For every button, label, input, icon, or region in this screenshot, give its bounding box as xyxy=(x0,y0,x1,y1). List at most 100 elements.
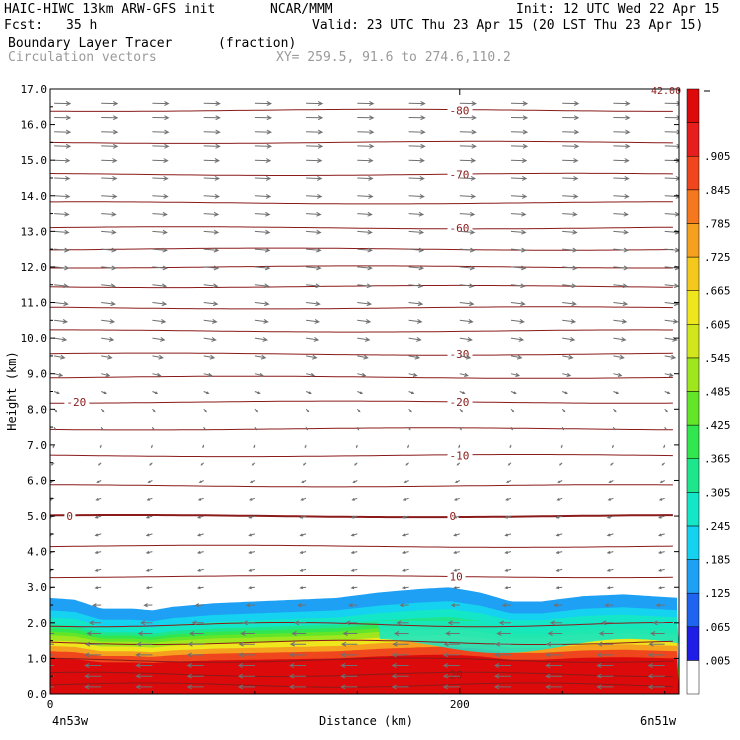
wind-vector xyxy=(254,193,272,199)
wind-vector xyxy=(664,354,677,360)
wind-vector xyxy=(545,663,563,668)
colorbar-swatch xyxy=(686,290,700,325)
wind-vector xyxy=(203,318,218,324)
wind-vector xyxy=(101,129,119,135)
wind-vector xyxy=(664,247,679,253)
wind-vector xyxy=(562,265,578,271)
wind-vector xyxy=(401,586,409,590)
colorbar-label: .605 xyxy=(704,318,731,331)
wind-vector xyxy=(137,631,153,636)
wind-vector xyxy=(186,673,204,679)
wind-vector xyxy=(510,426,513,431)
wind-vector xyxy=(612,426,616,431)
wind-vector xyxy=(658,550,665,554)
wind-vector xyxy=(101,115,119,121)
wind-vector xyxy=(649,631,665,636)
isotherm-label: -70 xyxy=(450,168,470,181)
y-tick-label: 1.0 xyxy=(27,652,47,665)
wind-vector xyxy=(355,444,358,449)
wind-vector xyxy=(562,193,579,199)
y-tick-label: 8.0 xyxy=(27,403,47,416)
wind-vector xyxy=(647,652,665,658)
colorbar-label: .905 xyxy=(704,150,731,163)
wind-vector xyxy=(562,143,580,149)
wind-vector xyxy=(357,115,375,121)
wind-vector xyxy=(408,372,418,377)
wind-vector xyxy=(408,301,424,307)
wind-vector xyxy=(657,586,665,590)
wind-vector xyxy=(101,175,118,181)
wind-vector xyxy=(202,444,205,449)
wind-vector xyxy=(54,247,70,253)
wind-vector xyxy=(408,129,426,135)
wind-vector xyxy=(493,673,511,679)
wind-vector xyxy=(152,158,169,163)
wind-vector xyxy=(288,663,307,668)
wind-vector xyxy=(94,550,102,554)
wind-vector xyxy=(357,354,369,360)
wind-vector xyxy=(613,175,630,181)
wind-vector xyxy=(342,631,358,636)
wind-vector xyxy=(408,354,421,360)
wind-vector xyxy=(356,408,361,413)
wind-vector xyxy=(453,550,460,554)
wind-vector xyxy=(459,318,474,324)
wind-vector xyxy=(408,158,425,163)
isotherm-label-bg xyxy=(447,396,473,408)
wind-vector xyxy=(145,515,153,519)
wind-vector xyxy=(442,652,460,658)
wind-vector xyxy=(53,372,64,377)
wind-vector xyxy=(443,641,460,647)
wind-vector xyxy=(186,684,204,690)
vectors-label: Circulation vectors xyxy=(8,50,157,65)
wind-vector xyxy=(84,673,102,679)
wind-vector xyxy=(510,391,517,395)
wind-vector xyxy=(98,462,102,466)
colorbar-swatch xyxy=(686,592,700,628)
wind-vector xyxy=(505,497,512,501)
wind-vector xyxy=(203,101,221,106)
wind-vector xyxy=(254,283,270,289)
isotherm-line xyxy=(50,201,673,205)
colorbar: .005 .065 .125 .185 .245 .305 .365 .425 .485 .545… xyxy=(686,88,731,695)
wind-vector xyxy=(613,211,629,217)
wind-vector xyxy=(254,336,268,342)
wind-vector xyxy=(248,515,256,519)
wind-vector xyxy=(197,497,204,501)
wind-vector xyxy=(396,620,409,626)
wind-vector xyxy=(608,480,614,483)
wind-vector xyxy=(135,663,153,668)
wind-vector xyxy=(510,336,525,342)
wind-vector xyxy=(459,101,477,106)
wind-vector xyxy=(135,684,153,690)
wind-vector xyxy=(510,265,527,271)
wind-vector xyxy=(152,175,169,181)
wind-vector xyxy=(194,603,204,608)
wind-vector xyxy=(101,229,117,235)
y-tick-label: 4.0 xyxy=(27,546,47,559)
wind-vector xyxy=(306,283,321,289)
wind-vector xyxy=(664,283,679,289)
wind-vector xyxy=(99,444,102,449)
wind-vector xyxy=(288,652,307,658)
wind-vector xyxy=(54,101,72,106)
wind-vector xyxy=(203,372,213,377)
wind-vector xyxy=(188,631,204,636)
wind-vector xyxy=(459,408,464,413)
wind-vector xyxy=(101,247,117,253)
wind-vector xyxy=(340,673,358,679)
wind-vector xyxy=(135,673,153,679)
wind-vector xyxy=(357,129,375,135)
wind-vector xyxy=(393,631,409,636)
wind-vector xyxy=(357,265,373,271)
wind-vector xyxy=(408,426,411,431)
wind-vector xyxy=(664,391,671,395)
wind-vector xyxy=(391,673,409,679)
colorbar-label: .125 xyxy=(704,587,731,600)
wind-vector xyxy=(254,101,273,106)
wind-vector xyxy=(613,115,631,121)
wind-vector xyxy=(510,175,528,181)
wind-vector xyxy=(254,158,272,163)
wind-vector xyxy=(664,372,674,377)
wind-vector xyxy=(135,652,153,658)
